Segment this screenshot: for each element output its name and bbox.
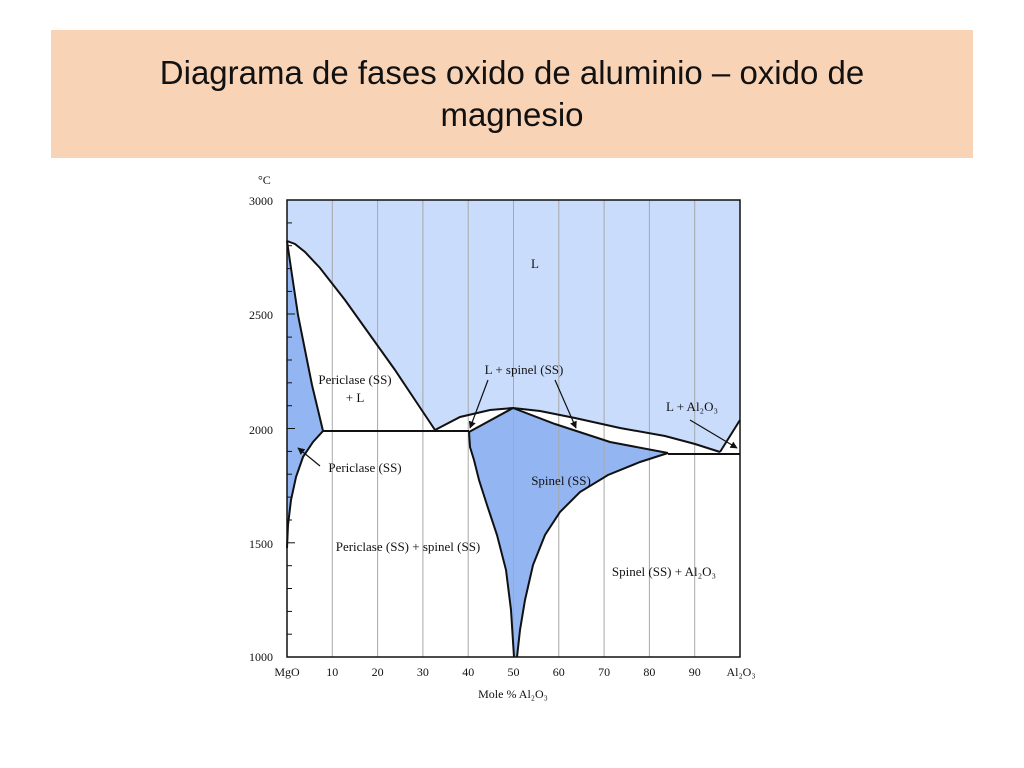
- x-tick-labels: MgO 10 20 30 40 50 60 70 80 90 Al₂O₃: [274, 665, 755, 679]
- ytick-label-2000: 2000: [249, 423, 273, 437]
- tick-marks: [287, 199, 295, 635]
- leader-arrows: [297, 379, 738, 467]
- xtick-label-30: 30: [417, 665, 429, 679]
- xtick-label-40: 40: [462, 665, 474, 679]
- title-band: Diagrama de fases oxido de aluminio – ox…: [51, 30, 973, 158]
- region-label-spinel-ss: Spinel (SS): [531, 473, 591, 488]
- solvus-spinel-right: [516, 452, 669, 658]
- arrow-liquid-spinel-left: [468, 379, 489, 429]
- region-label-spinel-alumina: Spinel (SS) + Al₂O₃: [612, 564, 716, 579]
- region-label-periclase-spinel: Periclase (SS) + spinel (SS): [336, 539, 481, 554]
- xtick-label-50: 50: [508, 665, 520, 679]
- arrow-liquid-spinel-right: [554, 379, 577, 429]
- solidus-spinel-right: [512, 407, 669, 454]
- xtick-label-20: 20: [372, 665, 384, 679]
- xtick-label-10: 10: [326, 665, 338, 679]
- solidus-spinel-left: [468, 407, 514, 433]
- y-unit-label: °C: [258, 173, 271, 187]
- ytick-label-1500: 1500: [249, 537, 273, 551]
- solvus-spinel-left: [468, 431, 515, 658]
- x-axis-label: Mole % Al₂O₃: [478, 687, 548, 701]
- region-labels: L Periclase (SS) + L Periclase (SS) L + …: [318, 256, 718, 579]
- region-label-liquid: L: [531, 256, 539, 271]
- arrow-periclase-ss: [297, 447, 321, 467]
- region-label-liquid-alumina: L + Al₂O₃: [666, 399, 718, 414]
- liquidus-alumina: [719, 419, 741, 453]
- ytick-label-2500: 2500: [249, 308, 273, 322]
- phase-boundaries: [286, 240, 741, 658]
- region-label-periclase-liquid-2: + L: [346, 390, 365, 405]
- arrow-liquid-alumina: [689, 419, 738, 449]
- slide-title: Diagrama de fases oxido de aluminio – ox…: [159, 54, 865, 133]
- xtick-label-80: 80: [643, 665, 655, 679]
- ytick-label-1000: 1000: [249, 650, 273, 664]
- region-label-liquid-spinel: L + spinel (SS): [485, 362, 564, 377]
- region-label-periclase-liquid-1: Periclase (SS): [318, 372, 391, 387]
- region-label-periclase-ss: Periclase (SS): [328, 460, 401, 475]
- liquidus-left: [286, 240, 436, 431]
- grid-lines: [331, 200, 696, 657]
- xtick-label-90: 90: [689, 665, 701, 679]
- x-right-end-label: Al₂O₃: [726, 665, 755, 679]
- ytick-label-3000: 3000: [249, 194, 273, 208]
- xtick-label-60: 60: [553, 665, 565, 679]
- periclase-ss-region: [287, 241, 323, 548]
- y-tick-labels: 3000 2500 2000 1500 1000: [249, 194, 273, 664]
- x-left-end-label: MgO: [274, 665, 300, 679]
- xtick-label-70: 70: [598, 665, 610, 679]
